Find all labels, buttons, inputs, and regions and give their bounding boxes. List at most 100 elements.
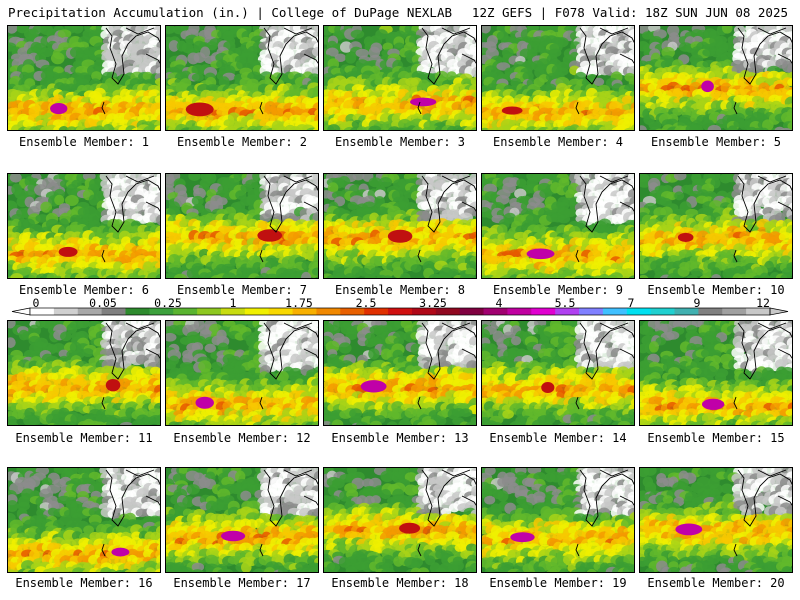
ensemble-panel-11 — [7, 320, 161, 426]
colorbar-tick-label: 7 — [627, 296, 635, 310]
precip-map — [166, 321, 318, 425]
ensemble-label-11: Ensemble Member: 11 — [15, 431, 153, 445]
precip-map — [324, 468, 476, 572]
colorbar-swatch — [53, 308, 79, 315]
ensemble-panel-8 — [323, 173, 477, 279]
colorbar-swatch — [197, 308, 222, 315]
ensemble-panel-2 — [165, 25, 319, 131]
precip-map — [640, 468, 792, 572]
ensemble-panel-6 — [7, 173, 161, 279]
ensemble-label-12: Ensemble Member: 12 — [173, 431, 311, 445]
colorbar-swatch — [268, 308, 294, 315]
colorbar-swatch — [626, 308, 652, 315]
colorbar-swatch — [435, 308, 461, 315]
precip-map — [482, 468, 634, 572]
precip-map — [166, 468, 318, 572]
precip-map — [482, 26, 634, 130]
ensemble-label-5: Ensemble Member: 5 — [650, 135, 782, 149]
colorbar-tick-label: 0 — [32, 296, 40, 310]
colorbar-swatch — [125, 308, 150, 315]
precip-map — [324, 26, 476, 130]
precip-map — [166, 26, 318, 130]
ensemble-label-13: Ensemble Member: 13 — [331, 431, 469, 445]
ensemble-label-10: Ensemble Member: 10 — [647, 283, 785, 297]
colorbar-tick-label: 12 — [756, 296, 770, 310]
colorbar-swatch — [650, 308, 676, 315]
colorbar-swatch — [149, 308, 174, 315]
colorbar-swatch — [30, 308, 55, 315]
ensemble-label-6: Ensemble Member: 6 — [18, 283, 150, 297]
ensemble-panel-13 — [323, 320, 477, 426]
colorbar-tick-label: 0.05 — [89, 296, 117, 310]
colorbar-right-arrow — [769, 307, 789, 316]
colorbar-swatch — [507, 308, 532, 315]
colorbar-swatch — [220, 308, 246, 315]
precip-map — [482, 321, 634, 425]
ensemble-panel-17 — [165, 467, 319, 573]
precip-map — [324, 321, 476, 425]
ensemble-label-9: Ensemble Member: 9 — [492, 283, 624, 297]
colorbar-tick-label: 9 — [693, 296, 701, 310]
ensemble-label-18: Ensemble Member: 18 — [331, 576, 469, 590]
precip-colorbar — [11, 307, 789, 316]
precip-map — [640, 26, 792, 130]
precip-map — [482, 174, 634, 278]
precip-map — [640, 321, 792, 425]
colorbar-tick-label: 5.5 — [554, 296, 576, 310]
ensemble-panel-12 — [165, 320, 319, 426]
colorbar-swatch — [244, 308, 270, 315]
ensemble-label-8: Ensemble Member: 8 — [334, 283, 466, 297]
ensemble-panel-15 — [639, 320, 793, 426]
precip-map — [640, 174, 792, 278]
run-info: 12Z GEFS | F078 Valid: 18Z SUN JUN 08 20… — [471, 5, 788, 20]
colorbar-swatch — [316, 308, 341, 315]
colorbar-swatch — [292, 308, 317, 315]
colorbar-swatch — [531, 308, 556, 315]
precip-map — [8, 26, 160, 130]
colorbar-swatch — [674, 308, 699, 315]
ensemble-panel-4 — [481, 25, 635, 131]
ensemble-panel-5 — [639, 25, 793, 131]
colorbar-tick-label: 4 — [495, 296, 503, 310]
colorbar-swatch — [101, 308, 126, 315]
ensemble-label-15: Ensemble Member: 15 — [647, 431, 785, 445]
colorbar-left-arrow — [11, 307, 31, 316]
precip-map — [8, 174, 160, 278]
colorbar-swatch — [77, 308, 103, 315]
colorbar-swatch — [555, 308, 580, 315]
ensemble-panel-20 — [639, 467, 793, 573]
ensemble-panel-19 — [481, 467, 635, 573]
colorbar-swatch — [746, 308, 771, 315]
colorbar-swatch — [411, 308, 437, 315]
colorbar-swatch — [722, 308, 747, 315]
colorbar-swatch — [579, 308, 604, 315]
ensemble-label-1: Ensemble Member: 1 — [18, 135, 150, 149]
colorbar-tick-label: 1.75 — [285, 296, 313, 310]
precip-map — [8, 468, 160, 572]
ensemble-panel-18 — [323, 467, 477, 573]
ensemble-panel-10 — [639, 173, 793, 279]
colorbar-swatch — [602, 308, 628, 315]
precip-map — [8, 321, 160, 425]
precip-map — [324, 174, 476, 278]
colorbar-swatch — [698, 308, 723, 315]
ensemble-panel-7 — [165, 173, 319, 279]
ensemble-label-7: Ensemble Member: 7 — [176, 283, 308, 297]
colorbar-swatch — [459, 308, 485, 315]
ensemble-label-2: Ensemble Member: 2 — [176, 135, 308, 149]
colorbar-swatch — [388, 308, 413, 315]
colorbar-swatch — [340, 308, 365, 315]
precip-map — [166, 174, 318, 278]
ensemble-panel-1 — [7, 25, 161, 131]
ensemble-label-3: Ensemble Member: 3 — [334, 135, 466, 149]
ensemble-panel-16 — [7, 467, 161, 573]
ensemble-label-4: Ensemble Member: 4 — [492, 135, 624, 149]
ensemble-panel-9 — [481, 173, 635, 279]
ensemble-label-16: Ensemble Member: 16 — [15, 576, 153, 590]
ensemble-label-19: Ensemble Member: 19 — [489, 576, 627, 590]
colorbar-tick-label: 2.5 — [355, 296, 377, 310]
colorbar-swatch — [364, 308, 389, 315]
colorbar-tick-label: 1 — [229, 296, 237, 310]
map-title: Precipitation Accumulation (in.) | Colle… — [8, 5, 453, 20]
ensemble-label-17: Ensemble Member: 17 — [173, 576, 311, 590]
